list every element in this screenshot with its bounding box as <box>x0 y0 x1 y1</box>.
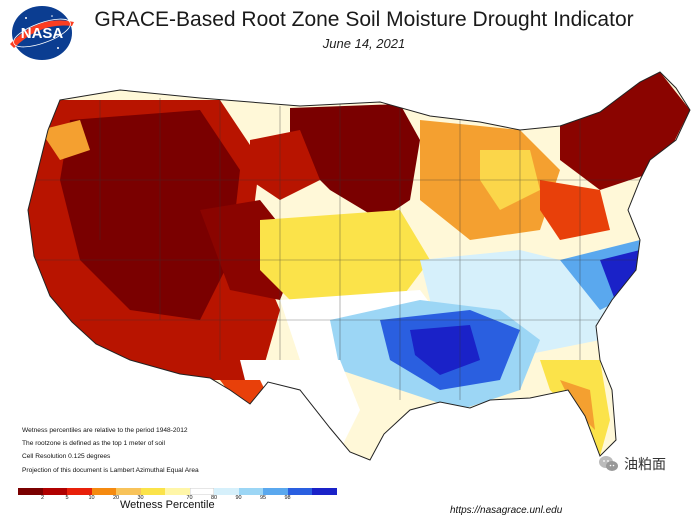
drought-map <box>27 71 691 461</box>
map-date: June 14, 2021 <box>322 36 406 51</box>
legend-swatch <box>140 488 165 495</box>
legend-swatch <box>189 488 214 495</box>
legend-swatch <box>263 488 288 495</box>
legend-tick: 20 <box>112 495 120 501</box>
nasa-logo: NASA <box>10 6 74 60</box>
legend-swatch <box>214 488 239 495</box>
legend-tick: 80 <box>210 495 218 501</box>
legend-swatch <box>312 488 337 495</box>
map-notes: Wetness percentiles are relative to the … <box>22 424 199 477</box>
legend-swatch <box>18 488 43 495</box>
watermark-text: 油粕面 <box>624 456 666 472</box>
legend-tick: 10 <box>88 495 95 501</box>
map-title: GRACE-Based Root Zone Soil Moisture Drou… <box>94 8 634 31</box>
note-4: Projection of this document is Lambert A… <box>22 466 199 474</box>
legend-swatch <box>165 488 190 495</box>
legend-ticks: 2 5 10 20 30 70 80 90 95 98 <box>18 495 318 504</box>
legend-swatches <box>18 488 337 495</box>
legend: 2 5 10 20 30 70 80 90 95 98 <box>18 488 337 504</box>
note-2: The rootzone is defined as the top 1 met… <box>22 440 165 448</box>
legend-tick: 95 <box>259 495 267 501</box>
legend-tick: 98 <box>284 495 291 501</box>
wechat-icon <box>599 456 618 471</box>
legend-tick: 90 <box>235 495 242 501</box>
note-3: Cell Resolution 0.125 degrees <box>22 453 111 461</box>
legend-swatch <box>287 488 312 495</box>
legend-swatch <box>42 488 67 495</box>
legend-tick: 30 <box>137 495 144 501</box>
legend-tick: 2 <box>40 495 45 501</box>
nasa-logo-text: NASA <box>21 25 64 42</box>
watermark: 油粕面 <box>598 454 666 474</box>
legend-swatch <box>116 488 141 495</box>
legend-tick: 70 <box>186 495 193 501</box>
legend-title: Wetness Percentile <box>120 499 215 511</box>
legend-tick: 5 <box>65 495 69 501</box>
note-1: Wetness percentiles are relative to the … <box>22 427 188 434</box>
legend-swatch <box>67 488 92 495</box>
source-url[interactable]: https://nasagrace.unl.edu <box>450 505 563 516</box>
legend-swatch <box>238 488 263 495</box>
legend-swatch <box>91 488 116 495</box>
